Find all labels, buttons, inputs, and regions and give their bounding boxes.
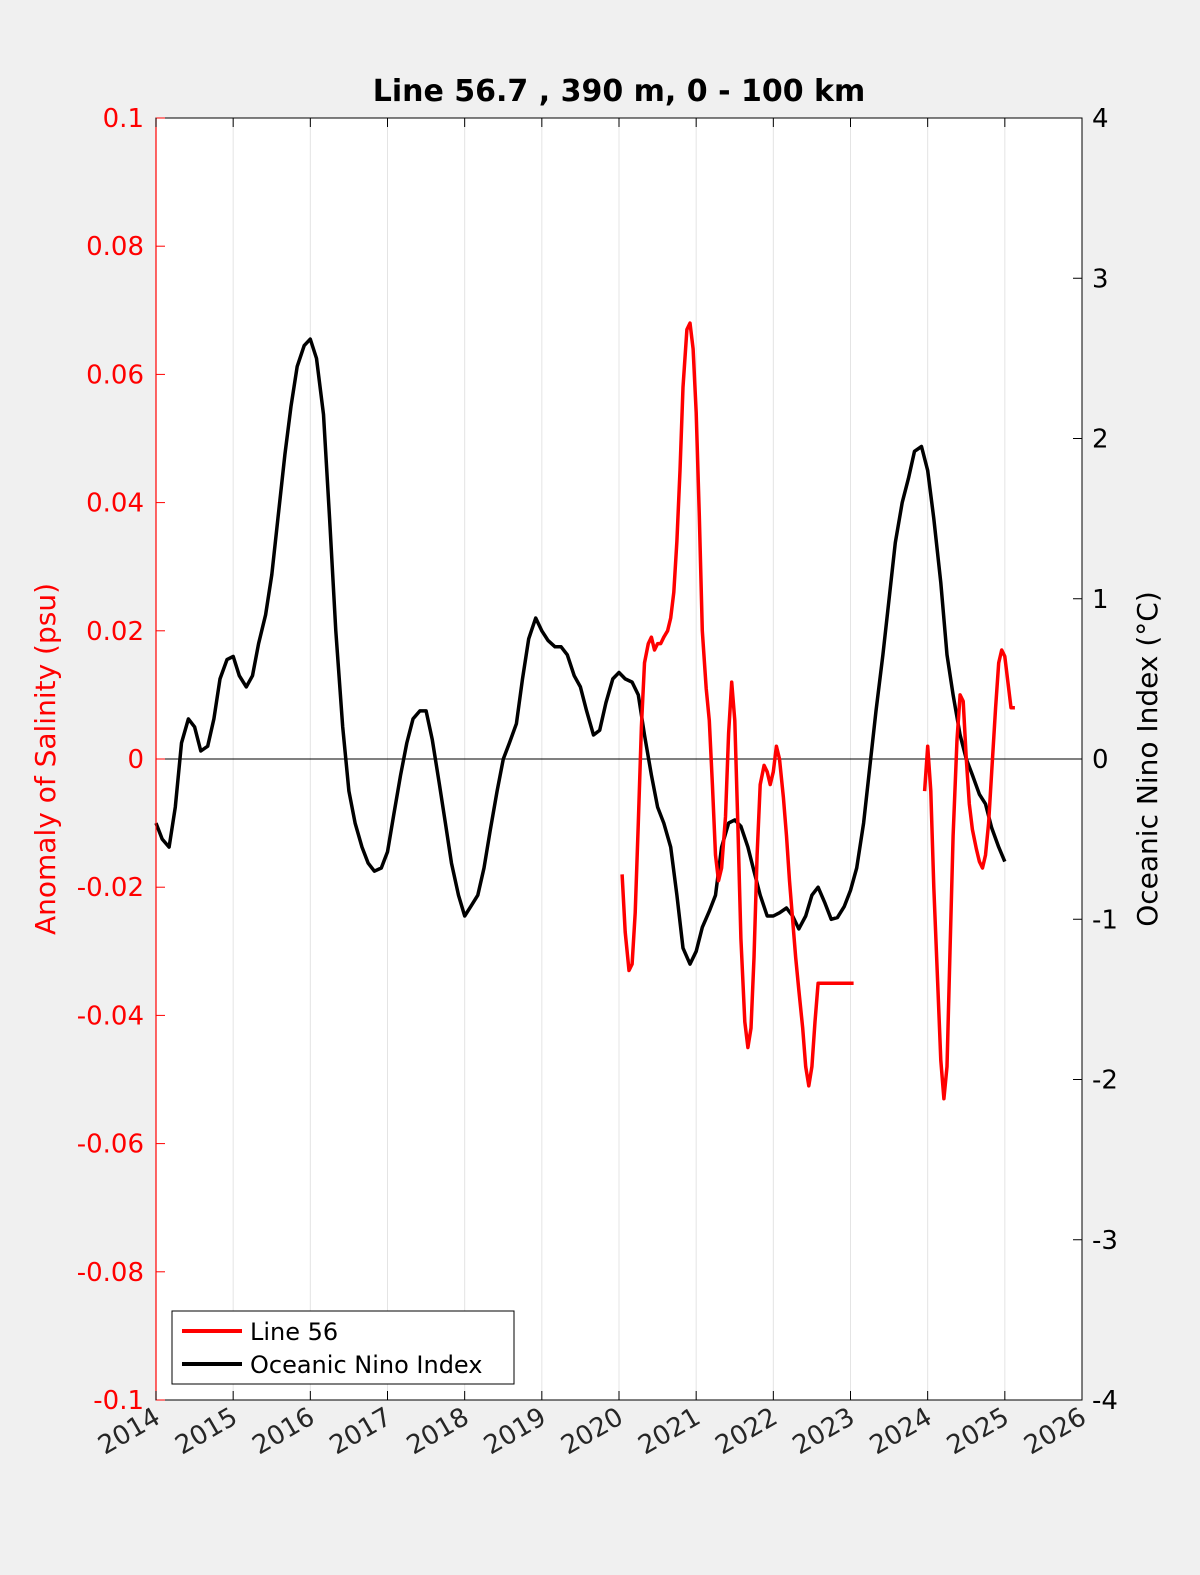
series-group [154,321,1015,1101]
right-y-axis-label: Oceanic Nino Index (°C) [1131,591,1164,927]
chart-title: Line 56.7 , 390 m, 0 - 100 km [373,74,866,109]
right-y-tick-label: -1 [1092,905,1118,935]
left-y-tick-label: 0 [127,745,144,775]
series-line-oni [154,337,1007,966]
left-y-tick-label: 0.02 [86,617,144,647]
left-y-tick-label: 0.08 [86,232,144,262]
left-y-tick-label: -0.06 [77,1130,144,1160]
left-y-tick-label: -0.02 [77,873,144,903]
right-y-tick-label: 0 [1092,745,1109,775]
right-y-tick-label: 4 [1092,104,1109,134]
series-line-line56-segment [922,648,1015,1101]
left-y-tick-label: 0.04 [86,489,144,519]
legend-label-line56: Line 56 [250,1318,338,1346]
left-y-axis-label: Anomaly of Salinity (psu) [29,583,62,935]
right-y-tick-label: -4 [1092,1386,1118,1416]
left-y-tick-label: -0.04 [77,1001,144,1031]
left-y-tick-label: -0.1 [93,1386,144,1416]
series-line-line56-segment [620,321,854,1088]
legend: Line 56 Oceanic Nino Index [171,1310,515,1385]
right-y-tick-label: 1 [1092,585,1109,615]
right-y-tick-label: 3 [1092,264,1109,294]
right-y-tick-label: -3 [1092,1226,1118,1256]
left-y-axis: 0.1 0.08 0.06 0.04 0.02 0 -0.02 -0.04 -0.06 -0.08… [77,104,165,1416]
right-y-tick-label: -2 [1092,1066,1118,1096]
right-y-axis: 4 3 2 1 0 -1 -2 -3 -4 [1073,104,1118,1416]
legend-box [171,1310,515,1385]
left-y-tick-label: 0.06 [86,360,144,390]
left-y-tick-label: -0.08 [77,1258,144,1288]
left-y-tick-label: 0.1 [103,104,144,134]
right-y-tick-label: 2 [1092,425,1109,455]
legend-label-oni: Oceanic Nino Index [250,1351,482,1379]
